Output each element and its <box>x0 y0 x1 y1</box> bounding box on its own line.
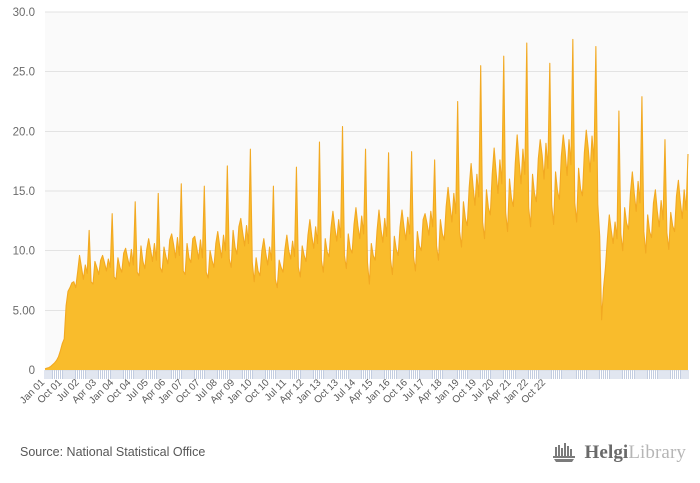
y-axis-tick-label: 25.0 <box>13 67 35 79</box>
y-axis-tick-label: 15.0 <box>13 186 35 198</box>
brand-wordmark: HelgiLibrary <box>585 442 686 464</box>
y-axis-tick-label: 20.0 <box>13 126 35 138</box>
library-bars-icon <box>552 443 575 462</box>
y-axis-tick-label: 30.0 <box>13 7 35 19</box>
brand-helgi: Helgi <box>584 442 629 463</box>
brand-library: Library <box>628 442 686 463</box>
x-axis-tick-marks <box>44 370 689 379</box>
helgi-library-logo[interactable]: HelgiLibrary <box>552 440 686 466</box>
series-area-outline <box>44 38 689 370</box>
source-label: Source: National Statistical Office <box>20 445 206 459</box>
plot-area: 0 5.00 10.0 15.0 20.0 25.0 30.0 Jan 01 Oct 01 Ju… <box>13 7 689 406</box>
y-axis-tick-label: 0 <box>29 365 35 377</box>
y-axis-tick-label: 5.00 <box>13 305 35 317</box>
y-axis-labels: 0 5.00 10.0 15.0 20.0 25.0 30.0 <box>13 7 35 377</box>
y-axis-tick-label: 10.0 <box>13 246 35 258</box>
chart-footer: Source: National Statistical Office Helg… <box>0 430 700 483</box>
series-area-monthly-value <box>44 38 689 370</box>
